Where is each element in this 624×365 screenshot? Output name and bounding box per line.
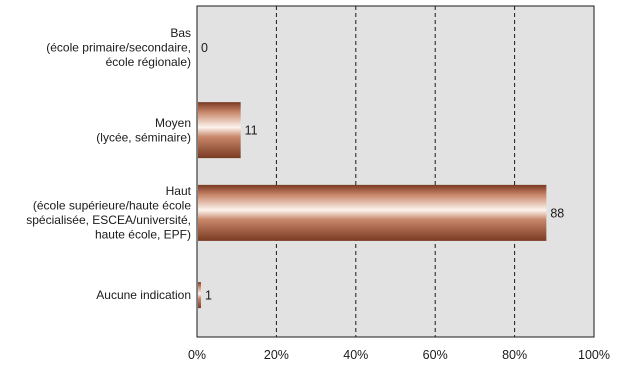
bar-1 (198, 102, 241, 159)
bars-group (198, 102, 547, 309)
category-label-1-line-0: Moyen (155, 116, 191, 130)
category-labels: Bas(école primaire/secondaire,école régi… (26, 26, 191, 302)
bar-2 (198, 184, 547, 241)
value-label-0: 0 (201, 41, 208, 55)
gridlines (275, 6, 516, 337)
value-label-3: 1 (205, 289, 212, 303)
category-label-2-line-2: spécialisée, ESCEA/université, (26, 213, 191, 227)
value-labels: 0 11 88 1 (201, 41, 564, 303)
category-label-0-line-1: (école primaire/secondaire, (46, 40, 191, 54)
x-tick-labels: 0% 20% 40% 60% 80% 100% (188, 348, 610, 362)
plot-area (197, 6, 594, 337)
bar-3 (198, 282, 201, 309)
category-label-2-line-1: (école supérieure/haute école (33, 199, 191, 213)
x-tick-label-40: 40% (343, 348, 368, 362)
category-label-0-line-0: Bas (170, 26, 191, 40)
category-label-2-line-0: Haut (166, 184, 192, 198)
value-label-2: 88 (550, 206, 564, 220)
x-tick-label-0: 0% (188, 348, 206, 362)
category-label-1-line-1: (lycée, séminaire) (96, 130, 191, 144)
plot-frame (196, 5, 595, 338)
x-tick-label-100: 100% (578, 348, 610, 362)
x-tick-label-60: 60% (423, 348, 448, 362)
x-tick-label-80: 80% (502, 348, 527, 362)
category-label-2-line-3: haute école, EPF) (95, 228, 191, 242)
x-tick-label-20: 20% (264, 348, 289, 362)
category-label-3-line-0: Aucune indication (96, 288, 191, 302)
value-label-1: 11 (245, 124, 258, 138)
category-label-0-line-2: école régionale) (106, 55, 191, 69)
